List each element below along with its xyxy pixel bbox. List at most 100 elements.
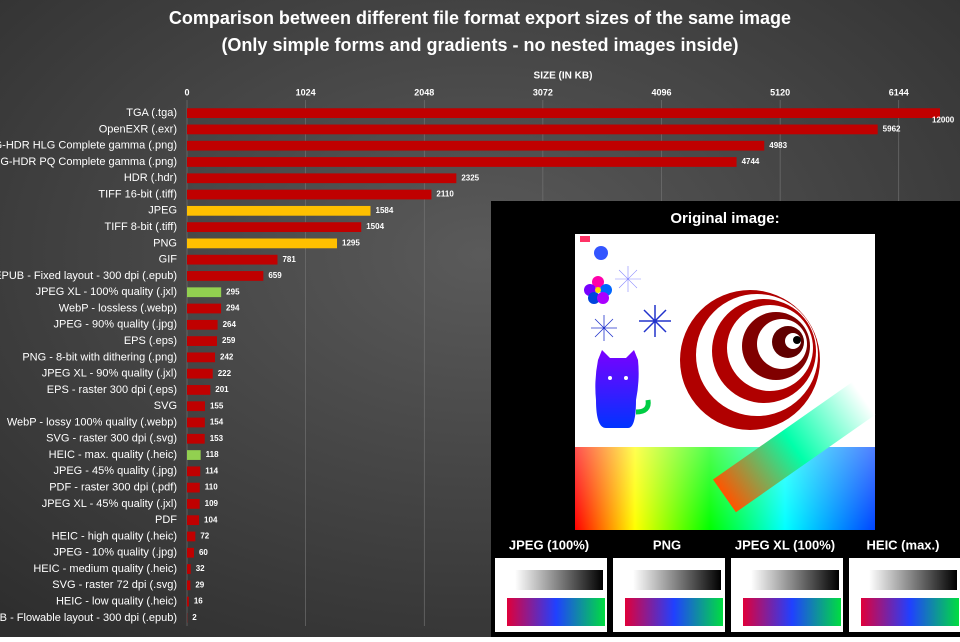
bar: [187, 125, 878, 135]
y-tick-label: JPEG XL - 45% quality (.jxl): [42, 498, 177, 510]
y-tick-label: JPEG XL - 100% quality (.jxl): [36, 286, 177, 298]
x-tick-label: 2048: [414, 87, 434, 97]
axis-label: SIZE (IN KB): [534, 71, 593, 82]
value-label: 72: [200, 532, 209, 541]
bar: [187, 206, 371, 216]
bar: [187, 434, 205, 444]
value-label: 294: [226, 304, 240, 313]
value-label: 4744: [742, 157, 760, 166]
bar: [187, 222, 361, 232]
bar: [187, 385, 210, 395]
y-tick-label: PDF: [155, 514, 177, 526]
bar: [187, 418, 205, 428]
value-label: 12000: [932, 115, 955, 124]
chart-title: Comparison between different file format…: [169, 8, 791, 28]
y-tick-label: EPS (.eps): [124, 335, 177, 347]
y-tick-label: JPEG: [148, 205, 177, 217]
value-label: 295: [226, 287, 240, 296]
inset: Original image: JPEG (100%)P: [491, 201, 960, 637]
bar: [187, 369, 213, 379]
y-tick-label: JPEG - 45% quality (.jpg): [54, 465, 178, 477]
y-tick-label: JPEG XL - 90% quality (.jxl): [42, 368, 177, 380]
y-tick-label: JPEG - 90% quality (.jpg): [54, 319, 178, 331]
thumb-gray: [515, 570, 603, 590]
y-tick-label: HDR (.hdr): [124, 172, 177, 184]
value-label: 1584: [376, 206, 394, 215]
thumb-gradient: [861, 598, 959, 626]
value-label: 264: [223, 320, 237, 329]
bar: [187, 483, 200, 493]
y-tick-label: WebP - lossy 100% quality (.webp): [7, 416, 177, 428]
value-label: 154: [210, 418, 224, 427]
y-tick-label: HEIC - high quality (.heic): [52, 530, 177, 542]
x-tick-label: 0: [184, 87, 189, 97]
bar: [187, 287, 221, 297]
thumb-gradient: [625, 598, 723, 626]
y-tick-label: EPS - raster 300 dpi (.eps): [47, 384, 177, 396]
value-label: 16: [194, 597, 203, 606]
bar: [187, 157, 737, 167]
rings: [680, 290, 820, 430]
y-tick-label: WebP - lossless (.webp): [59, 302, 177, 314]
y-tick-label: SVG - raster 72 dpi (.svg): [52, 579, 177, 591]
value-label: 29: [195, 580, 204, 589]
value-label: 114: [205, 466, 218, 475]
bar: [187, 255, 277, 265]
y-tick-label: OpenEXR (.exr): [99, 123, 177, 135]
thumb-gray: [751, 570, 839, 590]
bar: [187, 597, 189, 607]
bar: [187, 401, 205, 411]
y-tick-label: PNG-HDR PQ Complete gamma (.png): [0, 156, 177, 168]
small-flag: [580, 236, 590, 242]
thumb-label: JPEG (100%): [509, 537, 589, 552]
thumb-gray: [869, 570, 957, 590]
value-label: 2110: [436, 190, 454, 199]
thumb-label: PNG: [653, 537, 681, 552]
thumb-label: HEIC (max.): [867, 537, 940, 552]
bar: [187, 515, 199, 525]
y-tick-label: PNG: [153, 237, 177, 249]
bar: [187, 190, 431, 200]
y-tick-label: SVG: [154, 400, 177, 412]
chart-subtitle: (Only simple forms and gradients - no ne…: [221, 35, 738, 55]
bar: [187, 450, 201, 460]
y-tick-label: HEIC - max. quality (.heic): [49, 449, 177, 461]
value-label: 153: [210, 434, 224, 443]
value-label: 2325: [461, 173, 479, 182]
bar: [187, 320, 218, 330]
value-label: 1504: [366, 222, 384, 231]
thumb-label: JPEG XL (100%): [735, 537, 835, 552]
x-tick-label: 6144: [889, 87, 909, 97]
value-label: 5962: [883, 125, 901, 134]
value-label: 201: [215, 385, 229, 394]
y-tick-label: EPUB - Fixed layout - 300 dpi (.epub): [0, 270, 177, 282]
value-label: 242: [220, 352, 234, 361]
bar: [187, 271, 263, 281]
value-label: 222: [218, 369, 232, 378]
y-tick-label: TIFF 16-bit (.tiff): [98, 188, 177, 200]
value-label: 1295: [342, 239, 360, 248]
small-circle: [594, 246, 608, 260]
y-tick-label: TGA (.tga): [126, 107, 177, 119]
inset-title: Original image:: [670, 210, 779, 227]
bar: [187, 564, 191, 574]
bar: [187, 108, 960, 118]
value-label: 104: [204, 515, 218, 524]
bar: [187, 466, 200, 476]
thumb-gray: [633, 570, 721, 590]
value-label: 4983: [769, 141, 787, 150]
y-tick-label: PDF - raster 300 dpi (.pdf): [49, 482, 177, 494]
x-tick-label: 3072: [533, 87, 553, 97]
value-label: 659: [268, 271, 282, 280]
bar: [187, 352, 215, 362]
value-label: 32: [196, 564, 205, 573]
bar: [187, 336, 217, 346]
bar: [187, 499, 200, 509]
y-tick-label: HEIC - low quality (.heic): [56, 595, 177, 607]
y-tick-label: HEIC - medium quality (.heic): [33, 563, 177, 575]
bar: [187, 173, 456, 183]
x-tick-label: 5120: [770, 87, 790, 97]
thumb-gradient: [743, 598, 841, 626]
bar: [187, 532, 195, 542]
value-label: 60: [199, 548, 208, 557]
